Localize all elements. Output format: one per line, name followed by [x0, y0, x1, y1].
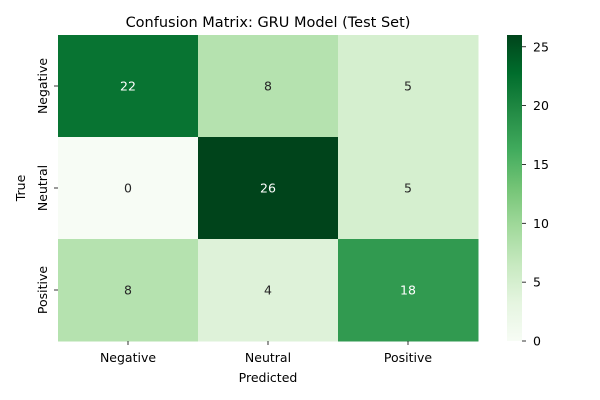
- colorbar-tick-label: 5: [533, 275, 541, 290]
- colorbar-tick-label: 15: [533, 157, 549, 172]
- cell-value-label: 8: [264, 79, 272, 94]
- heatmap-cell: [58, 137, 199, 240]
- cell-value-label: 26: [260, 181, 276, 196]
- x-tick-label: Positive: [384, 350, 432, 365]
- x-axis-label: Predicted: [239, 370, 298, 385]
- colorbar-tick-label: 0: [533, 334, 541, 349]
- chart-title: Confusion Matrix: GRU Model (Test Set): [126, 15, 411, 31]
- x-axis: Negative Neutral Positive: [100, 341, 432, 365]
- heatmap-cell: [58, 239, 199, 342]
- cell-value-label: 4: [264, 283, 272, 298]
- cell-value-label: 5: [404, 79, 412, 94]
- cell-value-label: 18: [400, 283, 416, 298]
- colorbar-tick-label: 25: [533, 39, 549, 54]
- y-tick-label: Neutral: [35, 165, 50, 211]
- y-axis-label: True: [13, 174, 28, 202]
- heatmap-cell-labels: 22 8 5 0 26 5 8 4 18: [120, 79, 416, 298]
- cell-value-label: 8: [124, 283, 132, 298]
- cell-value-label: 5: [404, 181, 412, 196]
- heatmap-cell: [198, 239, 339, 342]
- heatmap-cell: [198, 35, 339, 138]
- x-tick-label: Neutral: [245, 350, 291, 365]
- heatmap-cells: [58, 35, 479, 342]
- cell-value-label: 0: [124, 181, 132, 196]
- y-axis: Negative Neutral Positive: [35, 58, 58, 314]
- heatmap-cell: [58, 35, 199, 138]
- heatmap-cell: [338, 35, 479, 138]
- colorbar-tick-label: 20: [533, 98, 549, 113]
- heatmap-cell: [338, 239, 479, 342]
- colorbar-tick-label: 10: [533, 216, 549, 231]
- heatmap-cell: [198, 137, 339, 240]
- y-tick-label: Positive: [35, 266, 50, 314]
- y-tick-label: Negative: [35, 58, 50, 114]
- colorbar: [507, 35, 522, 341]
- colorbar-ticks: 0 5 10 15 20 25: [522, 39, 549, 349]
- heatmap-cell: [338, 137, 479, 240]
- cell-value-label: 22: [120, 79, 136, 94]
- x-tick-label: Negative: [100, 350, 156, 365]
